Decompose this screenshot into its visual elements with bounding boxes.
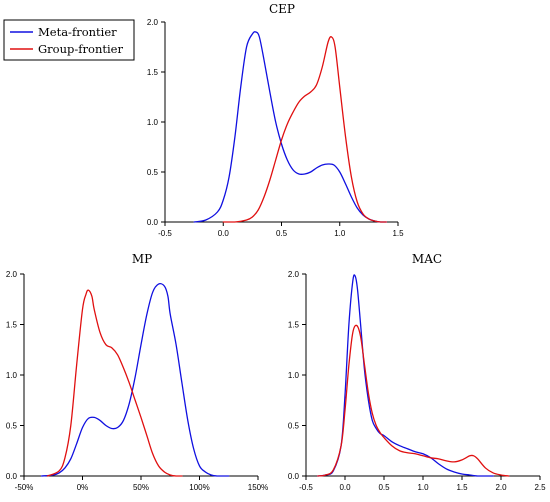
mp-series-meta-frontier	[40, 283, 230, 477]
series-group-mp	[40, 283, 230, 477]
cep-series-group-frontier	[222, 36, 387, 223]
mac-series-meta-frontier	[317, 274, 494, 477]
cep-x-tick-label: -0.5	[158, 229, 172, 238]
ticks-mac: -0.5 0.0 0.5 1.0 1.5 2.0 2.5 0.0 0.5 1.0 1.5 2.0	[288, 270, 546, 492]
mac-y-tick-label: 1.5	[288, 321, 300, 330]
ticks-cep: -0.5 0.0 0.5 1.0 1.5 0.0 0.5 1.0 1.5 2.0	[147, 18, 404, 238]
mp-x-tick-label: -50%	[15, 483, 34, 492]
ticks-mp: -50% 0% 50% 100% 150% 0.0 0.5 1.0 1.5 2.0	[6, 270, 268, 492]
mp-x-tick-label: 50%	[133, 483, 149, 492]
mac-x-tick-label: 2.0	[495, 483, 507, 492]
panel-cep: CEP -0.5 0.0 0.5 1.0 1.5 0.0 0.5 1.0 1.5 2.0	[147, 2, 404, 238]
cep-x-tick-label: 1.5	[392, 229, 404, 238]
mp-x-tick-label: 0%	[77, 483, 89, 492]
panel-title-mp: MP	[132, 252, 152, 266]
mac-series-group-frontier	[317, 324, 510, 477]
panel-mp: MP -50% 0% 50% 100% 150% 0.0 0.5 1.0 1.5 2.0	[6, 252, 268, 492]
mac-x-tick-label: 0.0	[339, 483, 351, 492]
mac-y-tick-label: 0.5	[288, 422, 300, 431]
mac-x-tick-label: 2.5	[534, 483, 546, 492]
mp-y-tick-label: 0.0	[6, 472, 18, 481]
mp-x-tick-label: 150%	[248, 483, 268, 492]
mac-y-tick-label: 2.0	[288, 270, 300, 279]
legend-box	[3, 19, 135, 61]
cep-y-tick-label: 0.0	[147, 218, 159, 227]
mp-series-group-frontier	[46, 289, 183, 477]
legend-label-group-frontier: Group-frontier	[38, 42, 123, 56]
cep-y-tick-label: 0.5	[147, 168, 159, 177]
mac-x-tick-label: 1.0	[417, 483, 429, 492]
cep-y-tick-label: 2.0	[147, 18, 159, 27]
mp-y-tick-label: 2.0	[6, 270, 18, 279]
cep-series-meta-frontier	[193, 31, 387, 223]
panel-title-cep: CEP	[269, 2, 295, 16]
cep-x-tick-label: 1.0	[334, 229, 346, 238]
mac-x-tick-label: 0.5	[378, 483, 390, 492]
panel-title-mac: MAC	[412, 252, 442, 266]
cep-y-tick-label: 1.0	[147, 118, 159, 127]
mac-x-tick-label: 1.5	[456, 483, 468, 492]
panel-mac: MAC -0.5 0.0 0.5 1.0 1.5 2.0 2.5 0.0 0.5 1.0 1.5 2.…	[288, 252, 546, 492]
cep-y-tick-label: 1.5	[147, 68, 159, 77]
mac-y-tick-label: 1.0	[288, 371, 300, 380]
series-group-mac	[317, 274, 510, 477]
mp-y-tick-label: 1.0	[6, 371, 18, 380]
cep-x-tick-label: 0.5	[276, 229, 288, 238]
mac-y-tick-label: 0.0	[288, 472, 300, 481]
mp-y-tick-label: 0.5	[6, 422, 18, 431]
legend: Meta-frontier Group-frontier	[3, 19, 135, 61]
cep-x-tick-label: 0.0	[218, 229, 230, 238]
mp-x-tick-label: 100%	[189, 483, 209, 492]
mp-y-tick-label: 1.5	[6, 321, 18, 330]
mac-x-tick-label: -0.5	[299, 483, 313, 492]
legend-label-meta-frontier: Meta-frontier	[38, 25, 117, 39]
series-group-cep	[193, 31, 387, 223]
